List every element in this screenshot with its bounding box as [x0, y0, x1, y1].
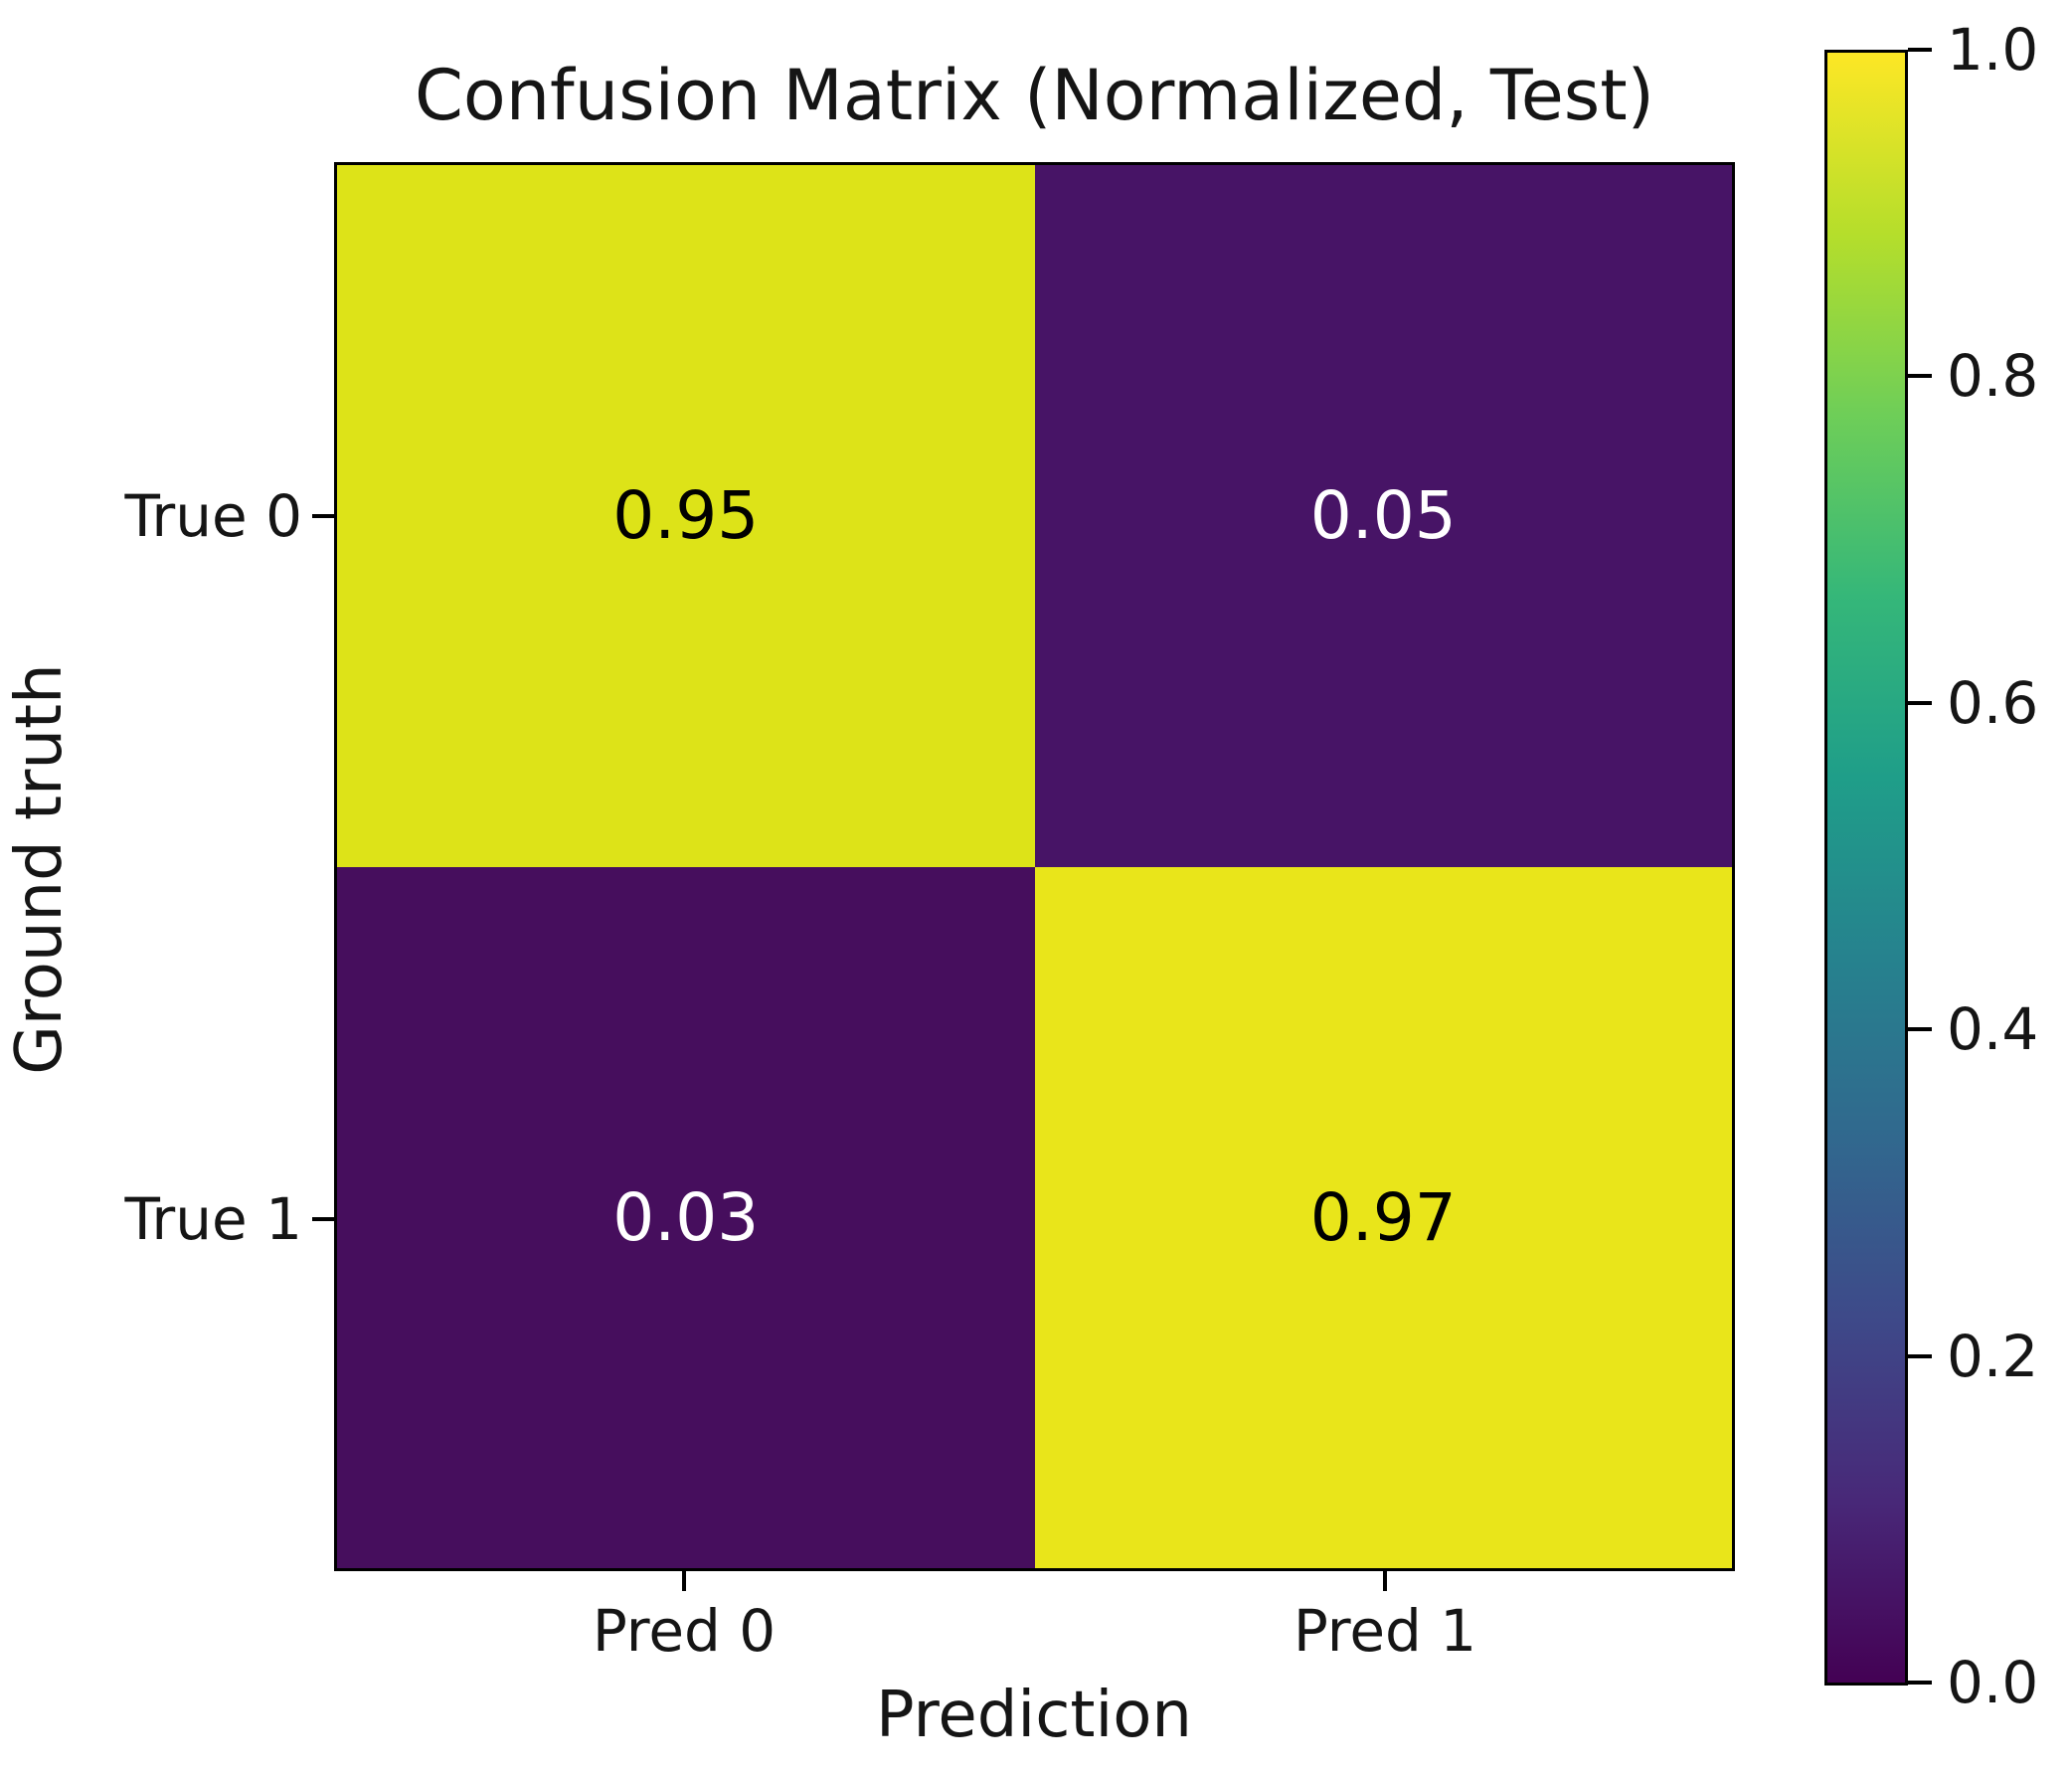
chart-title: Confusion Matrix (Normalized, Test) — [414, 55, 1654, 136]
x-tick-label-0: Pred 0 — [592, 1597, 777, 1665]
y-axis-label: Ground truth — [3, 663, 77, 1075]
colorbar-tick-label-2: 0.6 — [1947, 669, 2039, 737]
colorbar-tick-mark-0 — [1908, 48, 1932, 52]
colorbar-tick-label-5: 0.0 — [1947, 1649, 2039, 1716]
colorbar-tick-mark-3 — [1908, 1027, 1932, 1031]
colorbar-tick-mark-5 — [1908, 1681, 1932, 1685]
colorbar-tick-label-3: 0.4 — [1947, 995, 2039, 1063]
x-axis-label: Prediction — [876, 1679, 1192, 1752]
y-tick-mark-1 — [312, 1217, 334, 1221]
x-tick-mark-0 — [682, 1571, 686, 1591]
colorbar — [1824, 50, 1908, 1686]
colorbar-tick-mark-1 — [1908, 374, 1932, 378]
x-tick-mark-1 — [1383, 1571, 1387, 1591]
x-tick-label-1: Pred 1 — [1293, 1597, 1477, 1665]
y-tick-label-0: True 0 — [124, 482, 302, 550]
colorbar-tick-mark-4 — [1908, 1354, 1932, 1358]
colorbar-tick-label-0: 1.0 — [1947, 16, 2039, 84]
y-tick-mark-0 — [312, 514, 334, 518]
heatmap-cell-r0c0: 0.95 — [337, 165, 1035, 867]
colorbar-tick-label-4: 0.2 — [1947, 1323, 2039, 1390]
heatmap: 0.95 0.05 0.03 0.97 — [334, 162, 1735, 1571]
heatmap-cell-r1c0: 0.03 — [337, 866, 1035, 1568]
heatmap-cell-r0c1: 0.05 — [1034, 165, 1732, 867]
y-tick-label-1: True 1 — [124, 1185, 302, 1253]
heatmap-cell-r1c1: 0.97 — [1034, 866, 1732, 1568]
colorbar-tick-mark-2 — [1908, 701, 1932, 705]
colorbar-tick-label-1: 0.8 — [1947, 342, 2039, 410]
